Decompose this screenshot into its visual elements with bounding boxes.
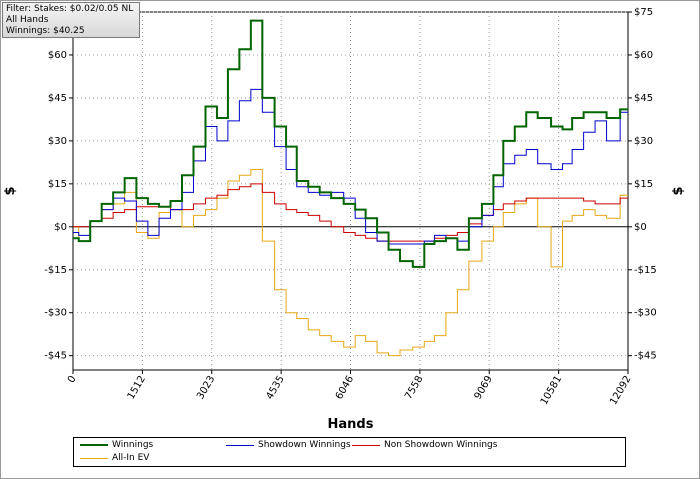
x-tick-label: 9069 xyxy=(473,374,495,402)
x-tick-label: 12092 xyxy=(608,374,633,407)
y-tick-label-left: $30 xyxy=(48,136,67,147)
legend-item-allin-ev: All-In EV xyxy=(80,453,149,463)
x-tick-label: 10581 xyxy=(539,374,564,407)
x-tick-label: 1512 xyxy=(126,374,148,402)
y-tick-label-left: -$15 xyxy=(44,265,67,276)
y-tick-label-right: -$30 xyxy=(634,308,657,319)
y-tick-label-right: $60 xyxy=(634,50,653,61)
y-tick-label-right: $15 xyxy=(634,179,653,190)
legend-item-showdown: Showdown Winnings xyxy=(226,440,351,450)
filter-stakes-label: Filter: Stakes: $0.02/0.05 NL xyxy=(6,4,134,14)
x-tick-label: 6046 xyxy=(334,374,356,402)
y-tick-label-left: -$30 xyxy=(44,308,67,319)
y-tick-label-left: $15 xyxy=(48,179,67,190)
y-tick-label-left: $60 xyxy=(48,50,67,61)
y-tick-label-right: $75 xyxy=(634,7,653,18)
series-winnings-line xyxy=(73,19,628,268)
legend-swatch-winnings xyxy=(80,444,108,446)
y-tick-label-left: $0 xyxy=(54,222,67,233)
y-tick-label-right: -$45 xyxy=(634,351,657,362)
y-axis-title-left: $ xyxy=(3,186,18,195)
filter-winnings-label: Winnings: $40.25 xyxy=(6,26,85,36)
legend-label-non-showdown: Non Showdown Winnings xyxy=(384,440,498,450)
legend-label-winnings: Winnings xyxy=(112,440,154,450)
y-tick-label-left: $45 xyxy=(48,93,67,104)
x-tick-label: 0 xyxy=(66,374,79,385)
y-tick-label-right: -$15 xyxy=(634,265,657,276)
x-axis-title: Hands xyxy=(328,417,374,432)
legend-swatch-non-showdown xyxy=(352,444,380,446)
filter-info-box: Filter: Stakes: $0.02/0.05 NL All Hands … xyxy=(2,2,140,38)
y-tick-label-right: $30 xyxy=(634,136,653,147)
y-tick-label-left: -$45 xyxy=(44,351,67,362)
legend-item-winnings: Winnings xyxy=(80,440,153,450)
legend-item-non-showdown: Non Showdown Winnings xyxy=(352,440,497,450)
x-tick-label: 4535 xyxy=(264,374,286,402)
x-tick-label: 3023 xyxy=(195,374,217,402)
y-tick-label-right: $0 xyxy=(634,222,647,233)
legend-swatch-allin-ev xyxy=(80,457,108,459)
legend-label-showdown: Showdown Winnings xyxy=(258,440,351,450)
y-tick-label-right: $45 xyxy=(634,93,653,104)
chart-legend: Winnings Showdown Winnings Non Showdown … xyxy=(73,437,626,467)
x-tick-label: 7558 xyxy=(403,374,425,402)
y-axis-title-right: $ xyxy=(671,186,686,195)
filter-hands-label: All Hands xyxy=(6,15,49,25)
legend-label-allin-ev: All-In EV xyxy=(112,453,150,463)
legend-swatch-showdown xyxy=(226,444,254,446)
